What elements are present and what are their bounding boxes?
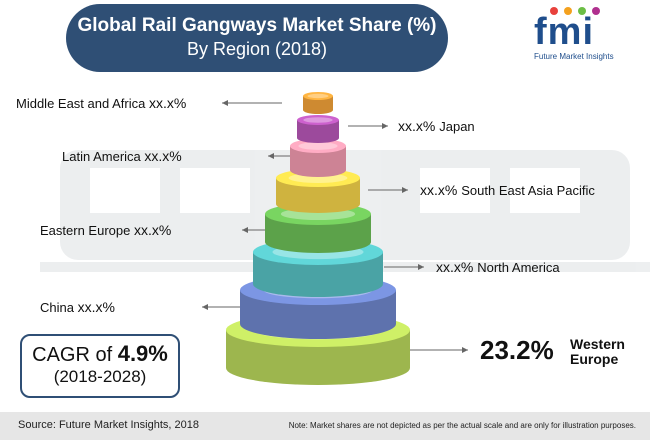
logo-tagline: Future Market Insights (534, 52, 614, 61)
arrowhead-china (202, 304, 208, 310)
value-label-latin-america: xx.x% (144, 148, 181, 164)
arrowhead-north-america (418, 264, 424, 270)
region-labels: Middle East and Africa xx.x% xx.x% Japan L… (16, 95, 625, 367)
fmi-logo: fmi Future Market Insights (534, 6, 644, 66)
source-text: Source: Future Market Insights, 2018 (18, 419, 199, 431)
logo-mark: fmi (534, 11, 594, 53)
value-label-china: xx.x% (78, 299, 115, 315)
logo-dots-icon (550, 7, 600, 15)
cagr-box: CAGR of 4.9% (2018-2028) (20, 334, 180, 398)
arrowhead-western-europe (462, 347, 468, 353)
ring-japan (297, 115, 339, 143)
category-label-western-europe: Western Europe (570, 336, 625, 367)
cagr-prefix: CAGR of (32, 344, 118, 366)
value-label-eastern-europe: xx.x% (134, 222, 171, 238)
category-label-latin-america: Latin America xx.x% (62, 148, 182, 164)
chart-subtitle: By Region (2018) (186, 39, 328, 59)
value-label-middle-east-and-africa: xx.x% (149, 95, 186, 111)
arrowhead-south-east-asia-pacific (402, 187, 408, 193)
arrowhead-middle-east-and-africa (222, 100, 228, 106)
category-label-north-america: xx.x% North America (436, 259, 560, 275)
ring-middle-east-and-africa (303, 92, 333, 114)
title-banner: Global Rail Gangways Market Share (%) By… (66, 4, 448, 72)
footer: Source: Future Market Insights, 2018 Not… (0, 412, 650, 440)
category-label-middle-east-and-africa: Middle East and Africa xx.x% (16, 95, 186, 111)
arrowhead-eastern-europe (242, 227, 248, 233)
value-label-western-europe: 23.2% (480, 335, 554, 365)
cagr-value: 4.9% (117, 341, 168, 366)
category-label-china: China xx.x% (40, 299, 115, 315)
chart-title: Global Rail Gangways Market Share (%) (77, 15, 437, 36)
cagr-period: (2018-2028) (53, 367, 147, 386)
arrowhead-latin-america (268, 153, 274, 159)
arrowhead-japan (382, 123, 388, 129)
note-text: Note: Market shares are not depicted as … (288, 421, 636, 430)
value-label-japan: xx.x% (398, 118, 439, 134)
cagr-line: CAGR of 4.9% (22, 341, 178, 367)
category-label-japan: xx.x% Japan (398, 118, 475, 134)
category-label-eastern-europe: Eastern Europe xx.x% (40, 222, 171, 238)
value-label-north-america: xx.x% (436, 259, 477, 275)
ring-latin-america (290, 139, 346, 177)
stacked-rings (226, 92, 410, 385)
value-label-south-east-asia-pacific: xx.x% (420, 182, 461, 198)
category-label-south-east-asia-pacific: xx.x% South East Asia Pacific (420, 182, 595, 198)
